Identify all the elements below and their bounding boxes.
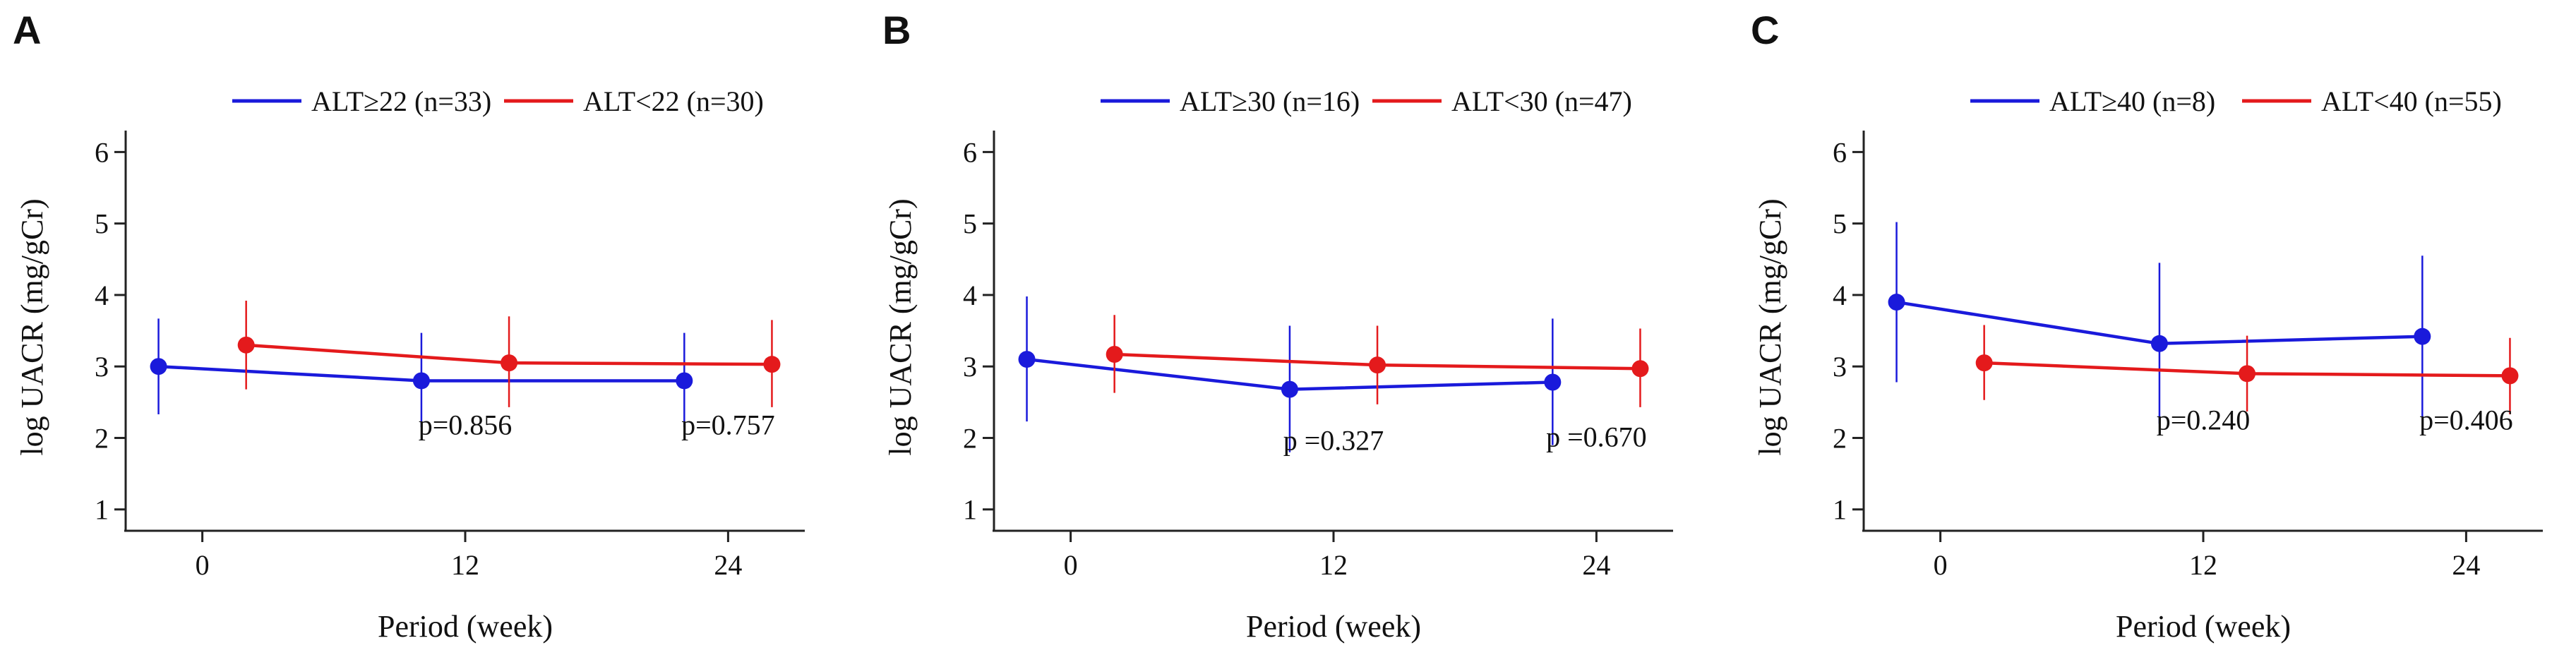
y-axis-title: log UACR (mg/gCr) bbox=[883, 198, 918, 455]
y-tick-label: 4 bbox=[963, 280, 977, 311]
y-axis-title: log UACR (mg/gCr) bbox=[15, 198, 49, 455]
data-point-low bbox=[763, 356, 781, 373]
x-tick-label: 12 bbox=[2189, 549, 2217, 581]
y-tick-label: 3 bbox=[963, 351, 977, 383]
x-tick-label: 0 bbox=[1934, 549, 1948, 581]
panel-label-a: A bbox=[13, 8, 41, 52]
x-tick-label: 24 bbox=[2452, 549, 2480, 581]
p-value-label: p=0.856 bbox=[419, 409, 513, 440]
data-point-low bbox=[237, 336, 255, 354]
x-tick-label: 0 bbox=[1064, 549, 1078, 581]
y-tick-label: 5 bbox=[1833, 208, 1847, 240]
y-tick-label: 5 bbox=[95, 208, 109, 240]
legend-label-low: ALT<22 (n=30) bbox=[583, 85, 764, 117]
data-point-high bbox=[1544, 373, 1562, 391]
y-tick-label: 2 bbox=[963, 422, 977, 454]
y-tick-label: 1 bbox=[95, 494, 109, 526]
x-axis-title: Period (week) bbox=[378, 609, 553, 644]
p-value-label: p=0.406 bbox=[2419, 404, 2513, 435]
y-axis-title: log UACR (mg/gCr) bbox=[1753, 198, 1787, 455]
data-point-high bbox=[1888, 294, 1905, 311]
y-tick-label: 4 bbox=[95, 280, 109, 311]
y-tick-label: 3 bbox=[95, 351, 109, 383]
x-tick-label: 12 bbox=[451, 549, 479, 581]
legend-label-low: ALT<40 (n=55) bbox=[2321, 85, 2502, 117]
y-tick-label: 6 bbox=[1833, 136, 1847, 168]
y-tick-label: 1 bbox=[963, 494, 977, 526]
data-point-high bbox=[2150, 335, 2168, 352]
legend-label-high: ALT≥22 (n=33) bbox=[311, 85, 491, 117]
data-point-high bbox=[676, 372, 693, 390]
data-point-low bbox=[1106, 345, 1123, 363]
y-tick-label: 2 bbox=[1833, 422, 1847, 454]
p-value-label: p=0.240 bbox=[2157, 404, 2251, 435]
y-tick-label: 6 bbox=[95, 136, 109, 168]
p-value-label: p =0.327 bbox=[1283, 425, 1384, 457]
data-point-low bbox=[1975, 354, 1993, 372]
data-point-high bbox=[150, 358, 167, 375]
data-point-high bbox=[412, 372, 430, 390]
p-value-label: p=0.757 bbox=[681, 409, 775, 440]
x-tick-label: 0 bbox=[196, 549, 210, 581]
data-point-low bbox=[1631, 360, 1649, 378]
y-tick-label: 4 bbox=[1833, 280, 1847, 311]
x-tick-label: 24 bbox=[714, 549, 742, 581]
y-tick-label: 2 bbox=[95, 422, 109, 454]
legend-label-high: ALT≥40 (n=8) bbox=[2049, 85, 2215, 117]
y-tick-label: 1 bbox=[1833, 494, 1847, 526]
data-point-high bbox=[2414, 328, 2431, 345]
panel-label-c: C bbox=[1751, 8, 1779, 52]
data-point-low bbox=[1369, 356, 1386, 374]
data-point-low bbox=[2239, 365, 2256, 383]
legend-label-high: ALT≥30 (n=16) bbox=[1180, 85, 1360, 117]
data-point-high bbox=[1281, 380, 1298, 398]
x-tick-label: 24 bbox=[1582, 549, 1610, 581]
legend-label-low: ALT<30 (n=47) bbox=[1451, 85, 1632, 117]
y-tick-label: 3 bbox=[1833, 351, 1847, 383]
x-tick-label: 12 bbox=[1319, 549, 1348, 581]
x-axis-title: Period (week) bbox=[2116, 609, 2291, 644]
x-axis-title: Period (week) bbox=[1246, 609, 1421, 644]
data-point-low bbox=[2501, 367, 2519, 385]
p-value-label: p =0.670 bbox=[1546, 421, 1647, 453]
data-point-high bbox=[1018, 351, 1036, 368]
panel-label-b: B bbox=[882, 8, 911, 52]
data-point-low bbox=[501, 354, 518, 372]
y-tick-label: 5 bbox=[963, 208, 977, 240]
y-tick-label: 6 bbox=[963, 136, 977, 168]
